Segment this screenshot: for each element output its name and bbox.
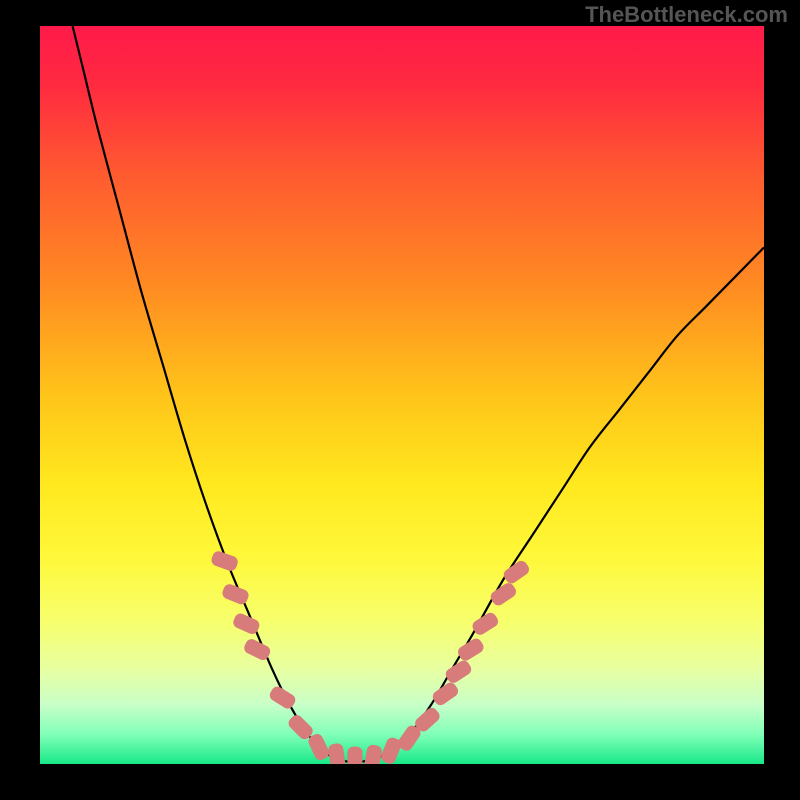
watermark-text: TheBottleneck.com bbox=[585, 2, 788, 28]
gradient-background bbox=[40, 26, 764, 764]
chart-frame: TheBottleneck.com bbox=[0, 0, 800, 800]
curve-marker bbox=[347, 747, 362, 764]
chart-svg bbox=[40, 26, 764, 764]
plot-area bbox=[40, 26, 764, 764]
